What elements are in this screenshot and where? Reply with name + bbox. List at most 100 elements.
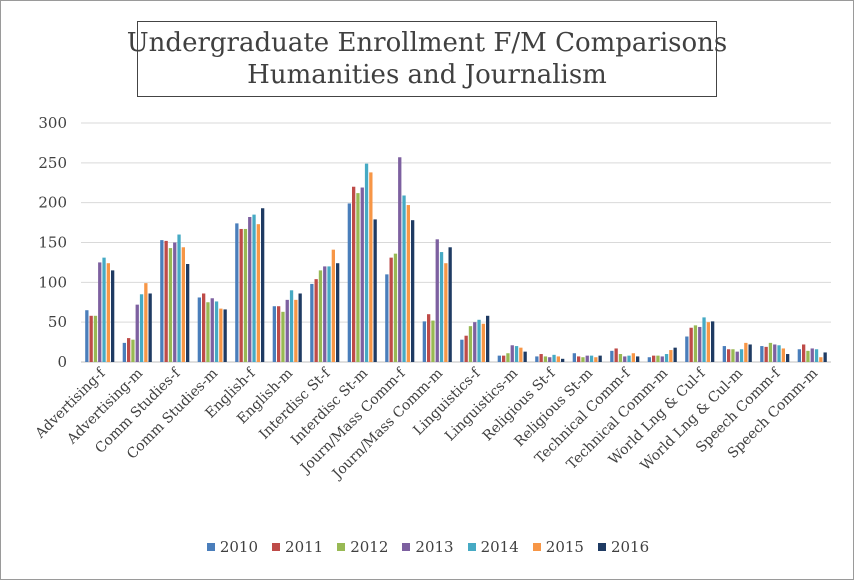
bar xyxy=(618,354,623,362)
bar xyxy=(289,290,294,362)
bar xyxy=(122,342,126,362)
bar xyxy=(347,203,351,362)
legend-swatch xyxy=(206,543,215,551)
bar xyxy=(468,326,473,362)
bar xyxy=(369,172,373,362)
legend-label: 2014 xyxy=(480,538,519,556)
bar xyxy=(327,266,331,362)
bar xyxy=(214,301,219,362)
y-tick-label: 100 xyxy=(38,273,67,291)
bar xyxy=(685,336,689,362)
bar xyxy=(548,357,552,362)
bar xyxy=(256,224,260,362)
bar xyxy=(706,322,710,362)
legend-label: 2015 xyxy=(545,538,584,556)
bar xyxy=(722,346,726,362)
bar xyxy=(210,298,214,362)
legend-label: 2013 xyxy=(415,538,454,556)
bar xyxy=(336,263,340,362)
bar xyxy=(431,320,435,362)
bar xyxy=(473,322,477,362)
bar xyxy=(797,349,801,362)
chart-subtitle: Humanities and Journalism xyxy=(247,60,607,90)
bar xyxy=(786,354,790,362)
bar xyxy=(285,299,289,362)
bar xyxy=(481,323,485,362)
y-tick-label: 50 xyxy=(48,313,67,331)
bar xyxy=(519,347,523,362)
bar xyxy=(514,346,519,362)
bar xyxy=(735,351,739,362)
bar xyxy=(102,257,106,362)
bar xyxy=(389,257,393,362)
bar xyxy=(610,350,614,362)
bar xyxy=(448,247,452,362)
bar xyxy=(577,356,581,362)
bar xyxy=(660,356,664,362)
chart-title-box: Undergraduate Enrollment F/M Comparisons… xyxy=(127,21,727,97)
bar xyxy=(385,274,389,362)
bar xyxy=(139,294,144,362)
bar xyxy=(223,309,227,362)
bar xyxy=(589,355,594,362)
bar xyxy=(773,344,777,362)
bar xyxy=(277,306,281,362)
y-tick-label: 0 xyxy=(57,353,67,371)
bar xyxy=(652,355,656,362)
bar xyxy=(98,262,102,362)
bar xyxy=(711,321,715,362)
bar xyxy=(594,357,598,362)
bar xyxy=(636,356,640,362)
legend-item: 2014 xyxy=(467,538,519,556)
bar xyxy=(252,214,256,362)
bar xyxy=(647,357,651,362)
legend-label: 2010 xyxy=(219,538,259,556)
bar xyxy=(502,355,506,362)
bar xyxy=(427,314,431,362)
bar xyxy=(89,315,93,362)
bar xyxy=(556,356,560,362)
bar xyxy=(398,157,402,362)
bar xyxy=(539,354,543,362)
bar xyxy=(160,240,164,362)
bar xyxy=(144,283,148,362)
bar xyxy=(148,293,152,362)
bar xyxy=(669,350,673,362)
bar xyxy=(486,315,490,362)
bar xyxy=(748,344,752,362)
bar xyxy=(197,297,201,362)
bar xyxy=(248,217,252,362)
legend-swatch xyxy=(532,543,541,551)
bar xyxy=(460,339,464,362)
bar xyxy=(702,317,706,362)
bar xyxy=(85,310,89,362)
bar xyxy=(164,240,168,362)
bar xyxy=(561,358,565,362)
bar xyxy=(310,283,314,362)
bar xyxy=(173,242,177,362)
bar xyxy=(689,327,693,362)
bar xyxy=(439,252,444,362)
bar xyxy=(318,270,323,362)
y-tick-label: 250 xyxy=(38,154,67,172)
bar xyxy=(444,263,448,362)
bar xyxy=(744,342,748,362)
bar xyxy=(406,205,410,362)
bar xyxy=(356,193,360,362)
bar xyxy=(623,356,627,362)
bar xyxy=(272,306,276,362)
bar xyxy=(614,348,618,362)
bar xyxy=(364,163,369,362)
bar xyxy=(764,346,768,362)
bar xyxy=(598,355,602,362)
legend-swatch xyxy=(272,543,281,551)
bar xyxy=(506,353,510,362)
legend-item: 2015 xyxy=(532,538,584,556)
bar xyxy=(631,353,635,362)
bar xyxy=(281,311,285,362)
bar xyxy=(314,279,318,362)
bar xyxy=(294,299,298,362)
bar xyxy=(168,248,173,362)
bar xyxy=(181,247,185,362)
bar xyxy=(727,349,731,362)
